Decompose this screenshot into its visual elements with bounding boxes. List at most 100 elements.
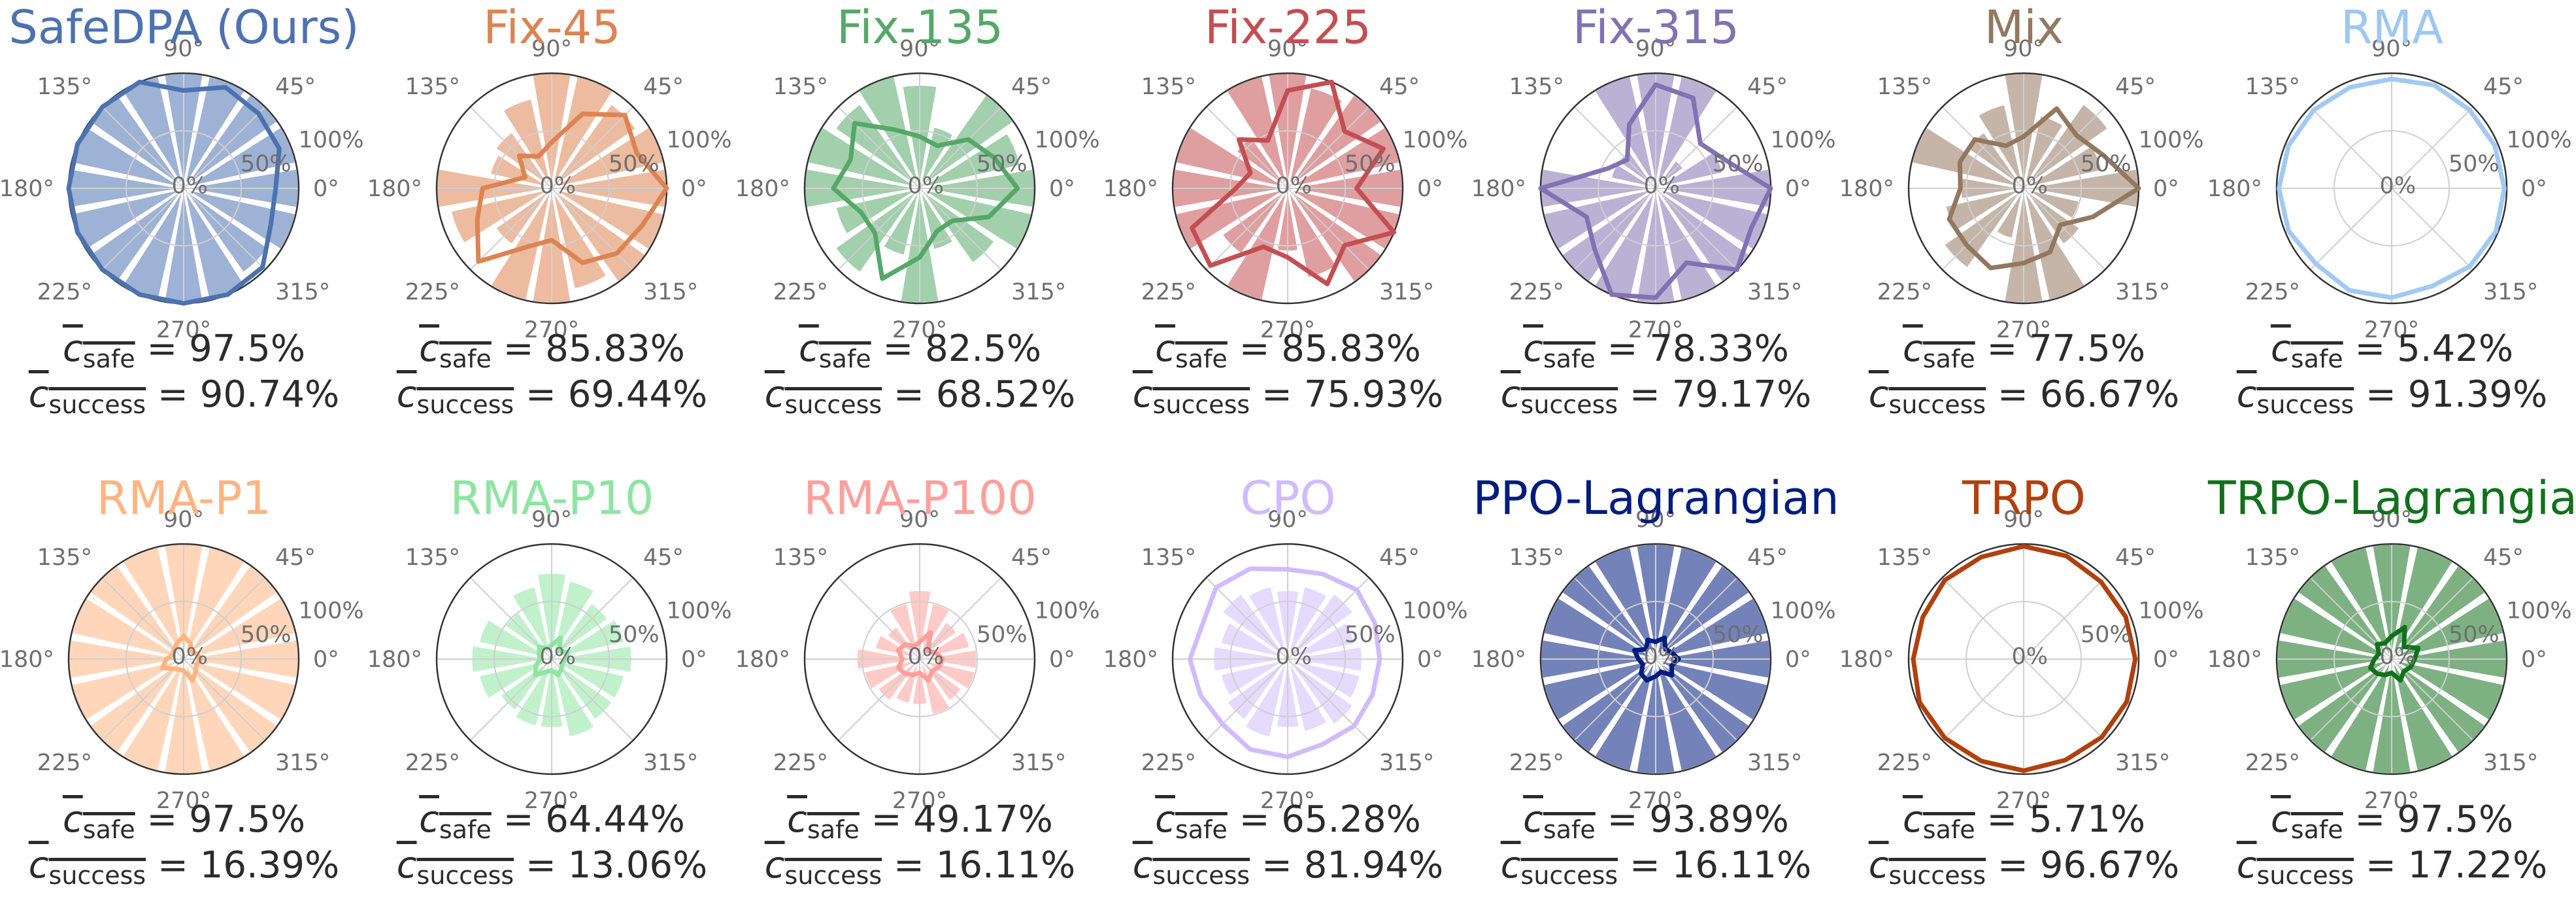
radial-tick-label: 100% xyxy=(1403,127,1468,153)
polar-bar xyxy=(873,633,920,660)
chart-title: RMA-P100 xyxy=(803,471,1037,525)
angle-tick-label: 225° xyxy=(37,750,92,776)
angle-tick-label: 225° xyxy=(773,279,828,305)
angle-tick-label: 90° xyxy=(163,507,204,533)
radial-tick-label: 100% xyxy=(2139,127,2204,153)
polar-bar xyxy=(1243,658,1289,739)
success-line xyxy=(1187,566,1382,760)
polar-bar xyxy=(501,97,553,189)
angle-tick-label: 270° xyxy=(1628,788,1683,814)
radial-tick-label: 0% xyxy=(172,173,209,199)
angle-tick-label: 180° xyxy=(2207,647,2262,673)
angle-tick-label: 225° xyxy=(405,279,460,305)
angle-tick-label: 135° xyxy=(773,74,828,100)
angle-tick-label: 315° xyxy=(2483,279,2538,305)
stat-symbol: csafe xyxy=(1902,798,1975,844)
angle-tick-label: 180° xyxy=(0,176,54,202)
polar-bar xyxy=(551,617,626,660)
polar-ring xyxy=(1597,130,1714,246)
angle-tick-label: 180° xyxy=(1839,647,1894,673)
polar-frame xyxy=(2275,543,2508,775)
radial-tick-label: 0% xyxy=(2012,173,2049,199)
angle-tick-label: 180° xyxy=(0,647,54,673)
angle-tick-label: 90° xyxy=(2371,507,2412,533)
polar-ring xyxy=(1965,130,2082,246)
polar-ring xyxy=(493,130,610,246)
angle-tick-label: 45° xyxy=(2483,74,2524,100)
stat-value: = 97.5% xyxy=(2343,798,2514,841)
stat-success: csuccess = 91.39% xyxy=(2208,371,2576,428)
polar-bar xyxy=(550,658,596,739)
stat-success: csuccess = 75.93% xyxy=(1104,371,1472,428)
stat-symbol: csuccess xyxy=(2236,844,2354,890)
polar-chart-panel: 0° 45° 90° 135° 180° 225° 270° 315° 0% 50% 100% RMA… xyxy=(367,471,736,916)
radial-tick-label: 50% xyxy=(609,151,660,177)
radial-tick-label: 100% xyxy=(299,598,364,624)
stat-success: csuccess = 16.39% xyxy=(0,842,368,899)
polar-chart: 0° 45° 90° 135° 180° 225° 270° 315° 0% 50% 100% xyxy=(367,507,732,814)
radial-tick-label: 50% xyxy=(2449,622,2500,648)
stat-value: = 5.42% xyxy=(2343,328,2514,370)
stat-symbol: csafe xyxy=(419,798,492,844)
radial-tick-label: 0% xyxy=(540,173,577,199)
angle-tick-label: 270° xyxy=(1260,317,1315,343)
polar-chart: 0° 45° 90° 135° 180° 225° 270° 315° 0% 50% 100% xyxy=(1471,36,1836,343)
angle-tick-label: 0° xyxy=(1049,647,1075,673)
polar-ring xyxy=(125,130,242,246)
stat-value: = 91.39% xyxy=(2354,373,2548,416)
figure-grid: 0° 45° 90° 135° 180° 225° 270° 315° 0% 50% 100% Saf… xyxy=(0,0,2576,890)
chart-title: TRPO-Lagrangian xyxy=(2208,471,2576,525)
stat-safe: csafe = 97.5% xyxy=(0,326,368,382)
angle-tick-label: 315° xyxy=(275,279,330,305)
radial-tick-label: 50% xyxy=(1713,622,1764,648)
stat-safe: csafe = 82.5% xyxy=(736,326,1104,382)
chart-title: Fix-45 xyxy=(483,1,621,54)
angle-tick-label: 135° xyxy=(2245,74,2300,100)
success-line xyxy=(831,120,1020,281)
stat-success: csuccess = 90.74% xyxy=(0,371,368,428)
polar-bar xyxy=(1287,658,1362,701)
chart-title: TRPO xyxy=(1962,471,2086,525)
radial-tick-label: 100% xyxy=(2139,598,2204,624)
stat-value: = 81.94% xyxy=(1250,844,1444,887)
stat-safe: csafe = 78.33% xyxy=(1472,326,1840,382)
angle-tick-label: 225° xyxy=(1877,279,1932,305)
radial-tick-label: 0% xyxy=(172,644,209,670)
radial-tick-label: 50% xyxy=(1345,622,1396,648)
stat-safe: csafe = 65.28% xyxy=(1104,796,1472,853)
polar-frame xyxy=(803,543,1036,775)
stat-success: csuccess = 96.67% xyxy=(1840,842,2208,899)
angle-tick-label: 135° xyxy=(1509,545,1564,571)
stat-value: = 85.83% xyxy=(491,328,685,370)
angle-tick-label: 135° xyxy=(1877,74,1932,100)
polar-chart: 0° 45° 90° 135° 180° 225° 270° 315° 0% 50% 100% xyxy=(1471,507,1836,814)
stat-safe: csafe = 97.5% xyxy=(0,796,368,853)
stat-value: = 49.17% xyxy=(859,798,1053,841)
stat-success: csuccess = 13.06% xyxy=(368,842,736,899)
stat-symbol: csafe xyxy=(787,798,860,844)
radial-tick-label: 50% xyxy=(609,622,660,648)
stat-safe: csafe = 85.83% xyxy=(368,326,736,382)
stat-value: = 16.11% xyxy=(1618,844,1812,887)
radial-tick-label: 0% xyxy=(908,173,945,199)
stat-safe: csafe = 85.83% xyxy=(1104,326,1472,382)
angle-tick-label: 45° xyxy=(1379,74,1420,100)
angle-tick-label: 45° xyxy=(1379,545,1420,571)
stat-value: = 13.06% xyxy=(514,844,708,887)
stat-success: csuccess = 69.44% xyxy=(368,371,736,428)
polar-chart-panel: 0° 45° 90° 135° 180° 225° 270° 315° 0% 50% 100% Fix… xyxy=(1471,0,1840,445)
angle-tick-label: 90° xyxy=(2003,36,2044,62)
radial-tick-label: 100% xyxy=(1035,598,1100,624)
chart-title: Fix-225 xyxy=(1205,1,1371,54)
angle-tick-label: 315° xyxy=(1379,750,1434,776)
stat-value: = 97.5% xyxy=(135,798,306,841)
angle-tick-label: 225° xyxy=(1509,279,1564,305)
stat-symbol: csafe xyxy=(419,328,492,373)
angle-tick-label: 45° xyxy=(2483,545,2524,571)
radial-tick-label: 0% xyxy=(1644,173,1681,199)
success-line xyxy=(159,634,203,683)
angle-tick-label: 315° xyxy=(1747,279,1802,305)
angle-tick-label: 315° xyxy=(1379,279,1434,305)
polar-frame xyxy=(1907,543,2140,775)
radial-tick-label: 50% xyxy=(977,622,1028,648)
